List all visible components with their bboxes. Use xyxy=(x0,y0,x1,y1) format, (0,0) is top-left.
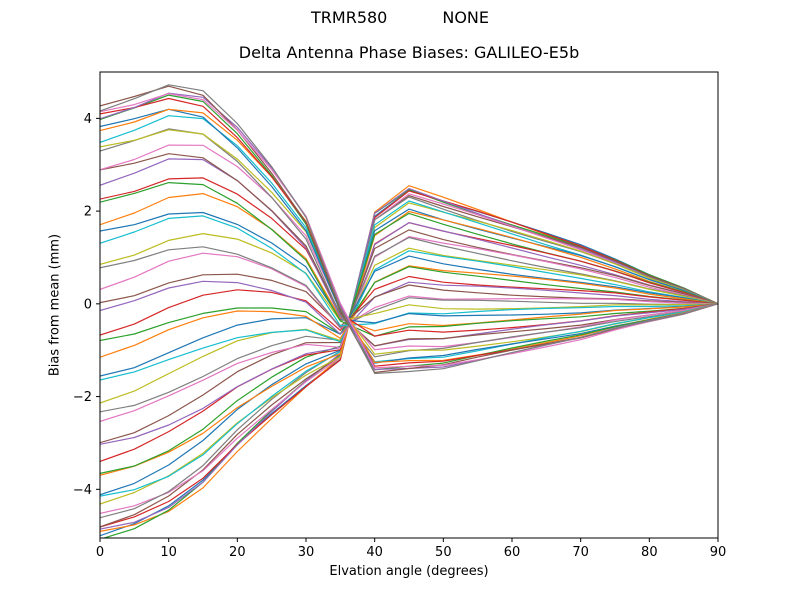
bias-series-line xyxy=(100,202,718,505)
x-tick-label: 50 xyxy=(435,545,452,560)
y-tick-label: −2 xyxy=(73,390,92,405)
x-tick-label: 60 xyxy=(504,545,521,560)
bias-series-line xyxy=(100,250,718,381)
bias-series-line xyxy=(100,252,718,329)
bias-series-line xyxy=(100,266,718,342)
bias-series-line xyxy=(100,144,718,351)
suptitle-radome: NONE xyxy=(442,8,489,27)
x-tick-label: 10 xyxy=(160,545,177,560)
x-tick-label: 80 xyxy=(641,545,658,560)
plot-frame xyxy=(99,71,719,539)
x-tick-label: 90 xyxy=(710,545,727,560)
bias-series-line xyxy=(100,212,718,474)
chart-title: Delta Antenna Phase Biases: GALILEO-E5b xyxy=(238,43,580,62)
bias-series-line xyxy=(102,189,718,538)
bias-series-line xyxy=(100,236,718,422)
x-axis-label: Elvation angle (degrees) xyxy=(329,564,489,579)
bias-series-line xyxy=(100,200,718,497)
bias-series-line xyxy=(100,84,718,375)
bias-series-line xyxy=(100,275,718,336)
bias-series-line xyxy=(100,280,718,335)
bias-series-line xyxy=(100,193,718,514)
bias-series-line xyxy=(100,255,718,377)
bias-series-line xyxy=(100,193,718,332)
x-tick-label: 40 xyxy=(366,545,383,560)
bias-series-line xyxy=(100,246,718,328)
bias-series-line xyxy=(100,210,718,476)
bias-series-line xyxy=(100,265,718,358)
figure-suptitle: TRMR580 NONE xyxy=(0,9,800,27)
x-tick-label: 30 xyxy=(298,545,315,560)
x-tick-label: 0 xyxy=(96,545,104,560)
bias-series-line xyxy=(100,94,718,371)
x-tick-label: 20 xyxy=(229,545,246,560)
bias-series-line xyxy=(100,196,718,519)
bias-series-line xyxy=(100,222,718,445)
bias-series-line xyxy=(100,92,718,371)
bias-series-line xyxy=(100,233,718,322)
y-tick-label: 4 xyxy=(84,112,92,127)
bias-series-line xyxy=(100,188,718,530)
y-tick-label: 2 xyxy=(84,205,92,220)
series-group xyxy=(100,84,718,538)
y-tick-label: −4 xyxy=(73,483,92,498)
bias-series-line xyxy=(100,182,718,337)
bias-series-line xyxy=(100,92,718,369)
bias-series-line xyxy=(100,229,718,444)
bias-series-line xyxy=(100,195,718,528)
bias-series-line xyxy=(100,153,718,347)
x-tick-label: 70 xyxy=(572,545,589,560)
y-tick-label: 0 xyxy=(84,297,92,312)
bias-series-line xyxy=(100,208,718,496)
suptitle-station: TRMR580 xyxy=(311,8,388,27)
bias-series-line xyxy=(100,247,718,404)
